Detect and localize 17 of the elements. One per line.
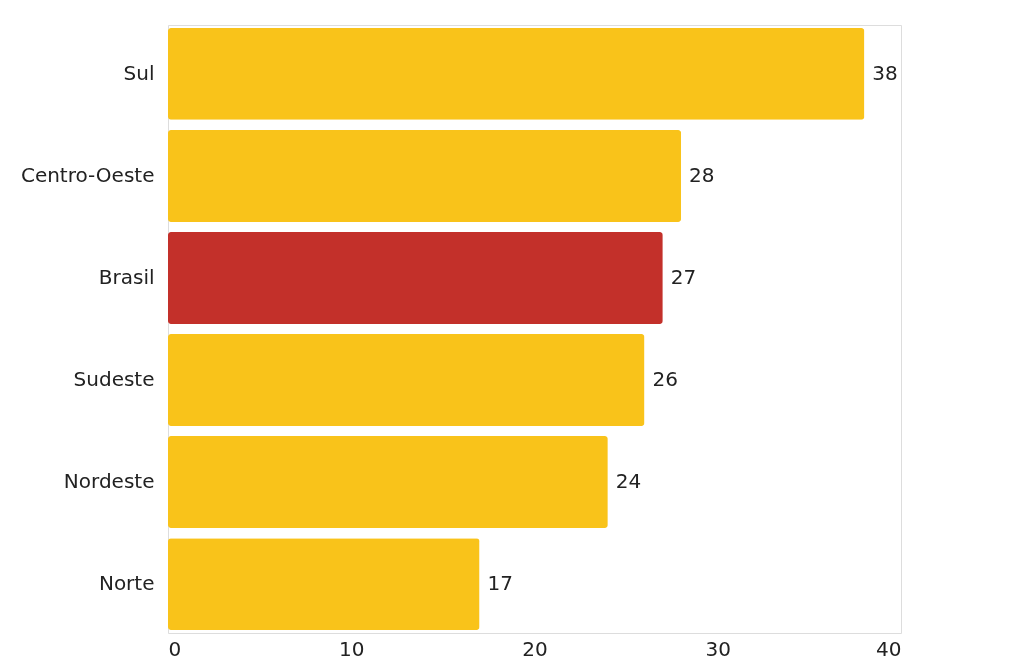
x-tick-label: 0 [168,636,182,661]
x-tick-label: 30 [705,636,731,661]
y-tick-label: Sul [123,60,155,85]
data-label: 28 [689,162,715,187]
y-tick-label: Nordeste [63,469,155,494]
data-label: 17 [487,571,513,596]
x-tick-label: 10 [339,636,365,661]
x-tick-label: 40 [876,636,902,661]
data-label: 26 [652,367,678,392]
y-tick-label: Sudeste [73,367,155,392]
y-tick-label: Centro-Oeste [20,162,155,187]
x-tick-label: 20 [522,636,548,661]
y-tick-label: Brasil [98,264,155,289]
data-label: 24 [615,469,642,494]
data-label: 27 [670,264,697,289]
data-label: 38 [872,60,898,85]
y-tick-label: Norte [98,571,155,596]
